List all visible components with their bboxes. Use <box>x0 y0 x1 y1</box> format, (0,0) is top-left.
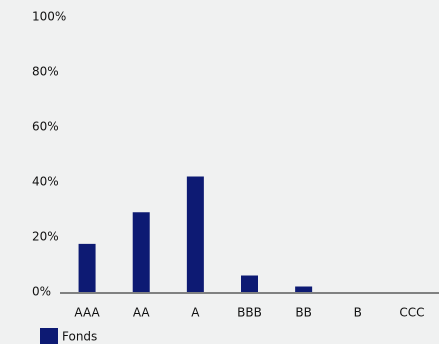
x-tick-label: AA <box>133 306 151 320</box>
bar <box>186 176 204 292</box>
legend-swatch <box>40 328 58 344</box>
x-tick-label: BBB <box>237 306 262 320</box>
x-tick-label: B <box>354 306 362 320</box>
y-tick-label: 20% <box>32 230 59 244</box>
bar <box>295 286 313 292</box>
y-tick-label: 60% <box>32 120 59 134</box>
y-tick-label: 100% <box>32 10 66 24</box>
y-tick-label: 80% <box>32 65 59 79</box>
legend-label: Fonds <box>62 330 97 344</box>
x-tick-label: A <box>191 306 200 320</box>
bar <box>132 212 150 292</box>
y-tick-label: 40% <box>32 175 59 189</box>
bar <box>78 243 96 292</box>
bar <box>241 275 258 292</box>
y-tick-label: 0% <box>32 285 51 299</box>
x-tick-label: CCC <box>399 306 424 320</box>
x-tick-label: AAA <box>74 306 100 320</box>
x-tick-label: BB <box>295 306 311 320</box>
